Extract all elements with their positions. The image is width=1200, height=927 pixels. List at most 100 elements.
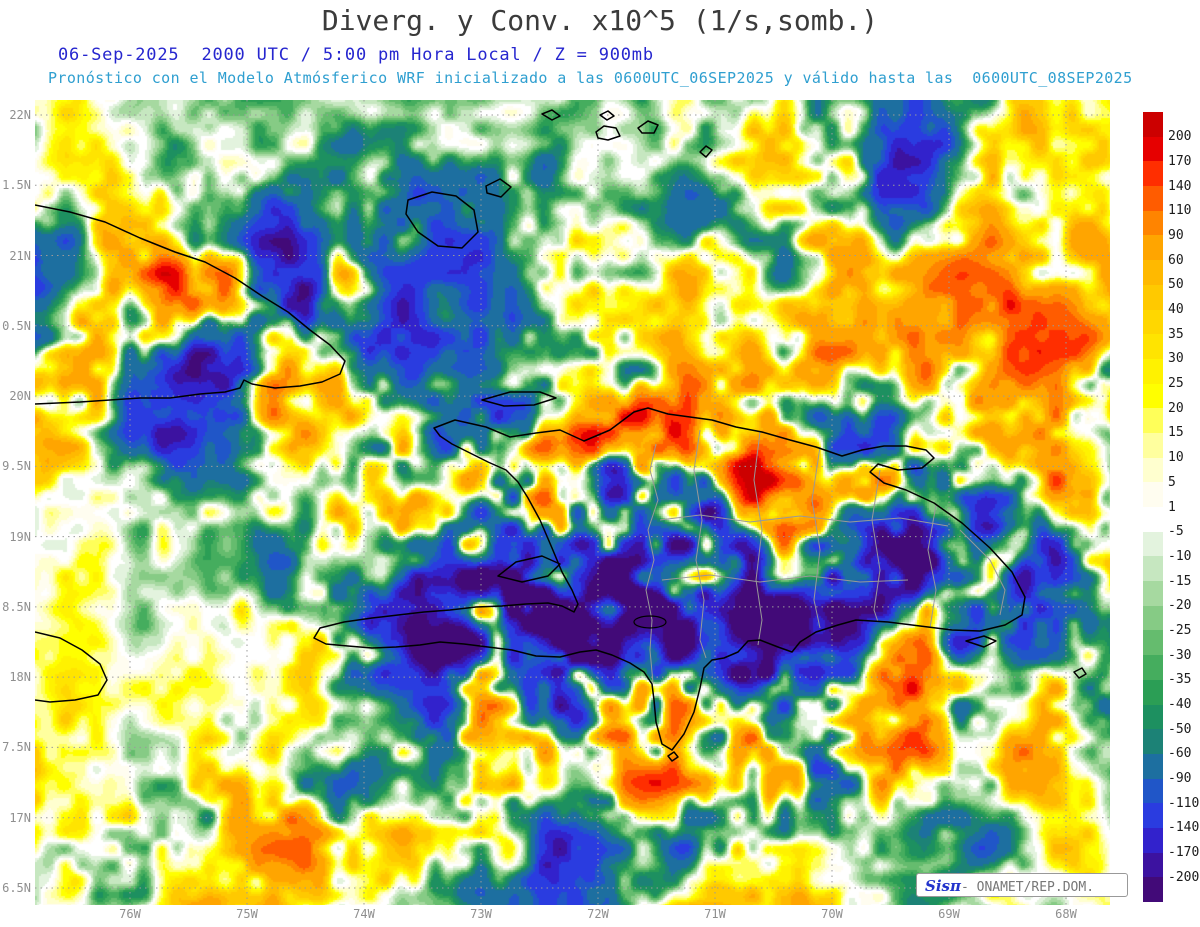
colorbar-cell [1143,457,1163,483]
admin-border-path [753,431,763,646]
coastline-path [965,635,997,648]
colorbar-cell [1143,827,1163,853]
lat-label: 21N [9,248,31,263]
coastline-path [667,751,679,762]
colorbar-cell [1143,753,1163,779]
colorbar-cell [1143,186,1163,211]
colorbar-cell [1143,778,1163,804]
colorbar-value-label: -60 [1168,746,1192,762]
colorbar-value-label: -10 [1168,548,1192,564]
colorbar-value-label: 40 [1168,302,1184,317]
colorbar-value-label: 170 [1168,153,1192,169]
colorbar-value-label: 1 [1168,499,1176,515]
colorbar-value-label: 30 [1168,351,1184,367]
coastline-path [35,204,346,405]
lat-label: 17N [9,810,31,825]
lon-label: 70W [821,907,843,921]
colorbar-cell [1143,605,1163,631]
admin-border-path [927,504,937,629]
colorbar-cell [1143,679,1163,705]
lon-label: 76W [119,907,141,921]
colorbar-cell [1143,655,1163,680]
colorbar-value-label: 5 [1168,474,1176,490]
colorbar-value-label: 50 [1168,277,1184,293]
colorbar-value-label: -110 [1168,795,1200,811]
colorbar-value-label: 60 [1168,252,1184,268]
coastline-path [637,120,659,134]
colorbar-cell [1143,482,1163,507]
colorbar-cell [1143,630,1163,656]
colorbar-value-label: 10 [1168,450,1184,466]
colorbar-cell [1143,235,1163,261]
colorbar-cell [1143,161,1163,187]
coastline-path [497,555,561,583]
colorbar-value-label: -15 [1168,573,1192,589]
branding-box: Sisπ- ONAMET/REP.DOM. [916,873,1128,897]
admin-border-path [693,429,707,659]
colorbar-value-label: 20 [1168,400,1184,416]
admin-border-path [871,469,881,623]
lon-label: 68W [1055,907,1077,921]
colorbar-cell [1143,803,1163,828]
colorbar-cell [1143,334,1163,359]
colorbar-cell [1143,210,1163,236]
colorbar-cell [1143,358,1163,384]
colorbar-value-label: -90 [1168,771,1192,787]
lat-label: 0.5N [2,318,31,333]
lat-label: 22N [9,108,31,122]
colorbar-cell [1143,729,1163,754]
lat-label: 9.5N [2,459,31,474]
colorbar-cell [1143,852,1163,878]
admin-border-path [661,574,909,583]
lat-label: 19N [9,529,31,544]
lon-label: 73W [470,907,492,921]
colorbar-value-label: -200 [1168,869,1200,885]
colorbar-cell [1143,284,1163,310]
lat-label: 7.5N [2,740,31,755]
admin-border-path [811,446,821,629]
colorbar-value-label: -20 [1168,598,1192,614]
divergence-field-canvas [35,100,1110,905]
coastline-path [541,109,561,121]
colorbar-cell [1143,704,1163,730]
colorbar-cell [1143,556,1163,582]
lat-label: 8.5N [2,599,31,614]
subtitle-model-info: Pronóstico con el Modelo Atmósferico WRF… [48,69,1133,87]
lake-outline [633,615,667,629]
colorbar-value-label: 90 [1168,227,1184,243]
map-overlay [35,100,1110,905]
colorbar-cell [1143,309,1163,335]
colorbar-cell [1143,260,1163,285]
coastline-path [595,125,621,141]
colorbar-cell [1143,383,1163,409]
lat-label: 1.5N [2,178,31,193]
coastline-path [699,145,713,158]
coastline-path [599,110,615,121]
colorbar-value-label: 35 [1168,326,1184,342]
coastline-path [313,407,1026,751]
colorbar-cell [1143,877,1163,902]
colorbar-value-label: -170 [1168,845,1200,861]
admin-border-path [959,529,1006,616]
branding-text: - ONAMET/REP.DOM. [960,880,1095,895]
admin-border-path [645,443,659,684]
coastline-path [405,191,479,249]
colorbar-value-label: -25 [1168,622,1192,638]
colorbar-cell [1143,531,1163,557]
page-title: Diverg. y Conv. x10^5 (1/s,somb.) [321,4,879,37]
colorbar-cell [1143,408,1163,433]
lon-label: 71W [704,907,726,921]
coastline-path [481,391,557,407]
colorbar-value-label: 15 [1168,425,1184,441]
colorbar-value-label: 200 [1168,129,1192,145]
coastline-path [1073,667,1087,679]
colorbar-value-label: -50 [1168,721,1192,737]
colorbar-cell [1143,136,1163,162]
branding-logo: Sisπ [925,877,961,895]
colorbar-value-label: -35 [1168,672,1192,688]
lon-label: 69W [938,907,960,921]
colorbar [1143,112,1163,902]
colorbar-cell [1143,581,1163,606]
colorbar-value-label: -30 [1168,647,1192,663]
